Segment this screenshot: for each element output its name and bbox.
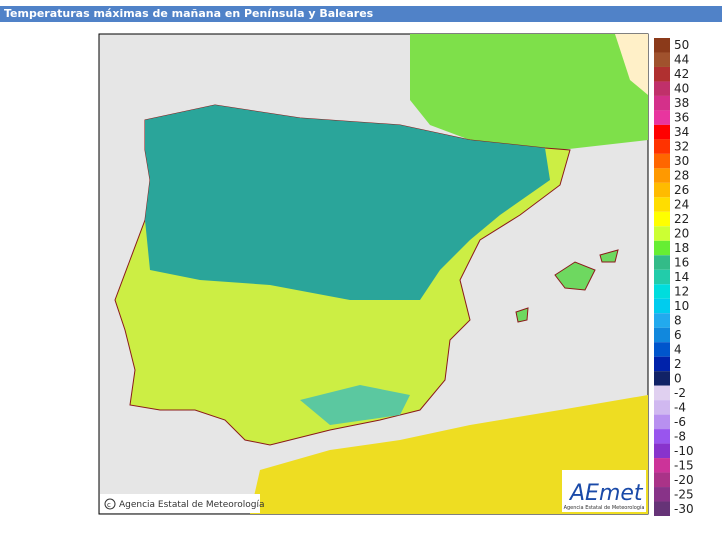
legend-swatch [654, 298, 670, 314]
legend-swatch [654, 52, 670, 67]
legend-label: 32 [674, 140, 689, 154]
logo-name: AEmet [568, 481, 644, 506]
legend: 5044424038363432302826242220181614121086… [654, 38, 694, 516]
legend-swatch [654, 313, 670, 328]
sierra-nevada [300, 385, 410, 425]
legend-swatch [654, 472, 670, 488]
legend-swatch [654, 385, 670, 401]
legend-label: -20 [674, 473, 694, 487]
legend-swatch [654, 139, 670, 154]
legend-label: 18 [674, 241, 689, 255]
legend-label: 14 [674, 270, 689, 284]
legend-label: 26 [674, 183, 689, 197]
legend-label: 10 [674, 299, 689, 313]
title-bar: Temperaturas máximas de mañana en Peníns… [0, 6, 722, 22]
legend-label: 8 [674, 313, 682, 327]
legend-label: 0 [674, 371, 682, 385]
legend-swatch [654, 284, 670, 299]
france [410, 34, 648, 150]
legend-label: 30 [674, 154, 689, 168]
menorca [599, 249, 619, 263]
legend-swatch [654, 371, 670, 386]
legend-label: 4 [674, 342, 682, 356]
legend-swatch [654, 95, 670, 111]
legend-label: 50 [674, 38, 689, 52]
legend-swatch [654, 487, 670, 502]
legend-swatch [654, 501, 670, 516]
legend-swatch [654, 429, 670, 444]
legend-label: 22 [674, 212, 689, 226]
legend-label: -15 [674, 458, 694, 472]
legend-label: 16 [674, 256, 689, 270]
legend-swatch [654, 81, 670, 96]
legend-swatch [654, 211, 670, 227]
legend-swatch [654, 240, 670, 256]
legend-label: -30 [674, 502, 694, 516]
legend-swatch [654, 414, 670, 430]
north-plateau [145, 105, 550, 300]
legend-label: 2 [674, 357, 682, 371]
legend-swatch [654, 66, 670, 82]
legend-label: -10 [674, 444, 694, 458]
legend-swatch [654, 458, 670, 473]
legend-label: 34 [674, 125, 689, 139]
legend-swatch [654, 197, 670, 212]
ibiza [515, 307, 529, 323]
legend-label: 40 [674, 82, 689, 96]
legend-label: 12 [674, 284, 689, 298]
legend-swatch [654, 182, 670, 198]
mallorca [554, 261, 596, 291]
legend-swatch [654, 255, 670, 270]
legend-label: 24 [674, 198, 689, 212]
legend-swatch [654, 38, 670, 53]
legend-swatch [654, 124, 670, 140]
legend-label: 28 [674, 169, 689, 183]
legend-label: 44 [674, 53, 689, 67]
legend-label: -25 [674, 487, 694, 501]
legend-label: -4 [674, 400, 686, 414]
copyright-text: Agencia Estatal de Meteorología [119, 500, 265, 510]
legend-swatch [654, 226, 670, 241]
legend-swatch [654, 153, 670, 169]
france-south [615, 34, 648, 95]
logo-box [562, 470, 646, 512]
legend-swatch [654, 110, 670, 125]
logo-subtitle: Agencia Estatal de Meteorología [564, 504, 645, 511]
north-africa [250, 395, 648, 514]
legend-label: 20 [674, 227, 689, 241]
legend-swatch [654, 400, 670, 415]
legend-label: -8 [674, 429, 686, 443]
legend-label: -2 [674, 386, 686, 400]
legend-swatch [654, 269, 670, 285]
legend-swatch [654, 327, 670, 343]
copyright-c: c [107, 501, 111, 509]
legend-label: 36 [674, 111, 689, 125]
legend-swatch [654, 342, 670, 357]
legend-swatch [654, 443, 670, 459]
copyright-box [100, 494, 260, 513]
legend-label: -6 [674, 415, 686, 429]
legend-swatch [654, 168, 670, 183]
copyright-icon [104, 498, 116, 510]
legend-label: 6 [674, 328, 682, 342]
legend-swatch [654, 356, 670, 372]
legend-label: 42 [674, 67, 689, 81]
legend-label: 38 [674, 96, 689, 110]
